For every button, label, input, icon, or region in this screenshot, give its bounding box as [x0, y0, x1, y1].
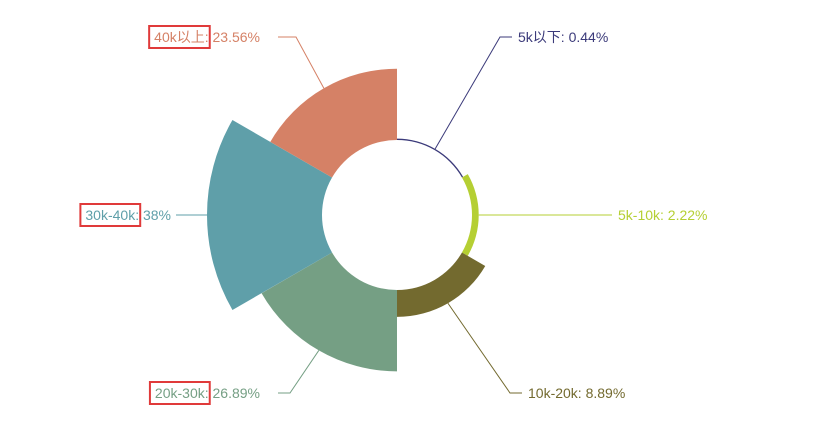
slice-5k-10k[interactable] — [461, 174, 479, 256]
slice-label-5k-below: 5k以下: 0.44% — [518, 29, 608, 45]
slice-label-30k-40k: 30k-40k: 38% — [85, 207, 171, 223]
highlight-box-20k-30k — [148, 381, 211, 405]
leader-line-40k-above — [278, 36, 325, 89]
slice-label-5k-10k: 5k-10k: 2.22% — [618, 207, 708, 223]
slice-5k-below[interactable] — [397, 138, 464, 178]
slice-20k-30k[interactable] — [261, 252, 397, 372]
leader-line-10k-20k — [447, 302, 522, 394]
slice-40k-above[interactable] — [270, 68, 397, 178]
leader-line-5k-below — [434, 36, 512, 150]
slice-label-20k-30k: 20k-30k: 26.89% — [155, 385, 260, 401]
slice-label-40k-above: 40k以上: 23.56% — [154, 29, 260, 45]
highlight-box-30k-40k — [79, 203, 142, 227]
slice-label-10k-20k: 10k-20k: 8.89% — [528, 385, 625, 401]
slice-30k-40k[interactable] — [207, 120, 333, 310]
leader-line-20k-30k — [278, 350, 320, 394]
highlight-box-40k-above — [148, 25, 211, 49]
slice-10k-20k[interactable] — [397, 252, 486, 317]
